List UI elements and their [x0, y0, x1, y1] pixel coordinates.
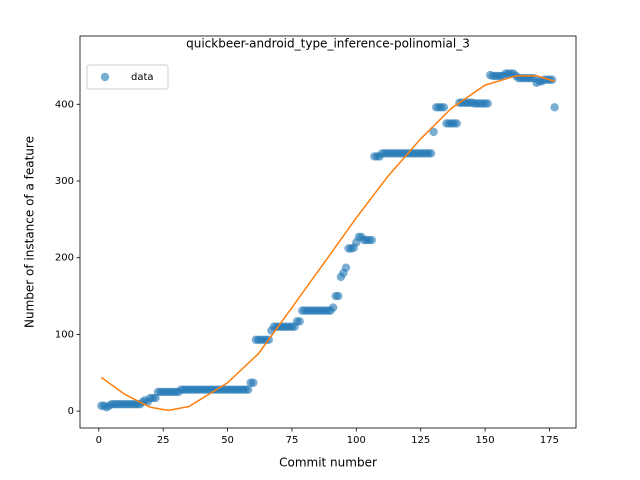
data-point — [439, 103, 449, 112]
legend-box — [86, 64, 169, 90]
data-point — [483, 99, 492, 108]
x-tick-label: 0 — [96, 435, 102, 446]
data-point — [550, 103, 559, 112]
legend: data — [86, 64, 169, 90]
y-tick-label: 100 — [55, 329, 74, 340]
legend-marker — [100, 72, 110, 82]
data-point — [249, 378, 258, 387]
y-tick-label: 200 — [55, 253, 74, 264]
x-tick-label: 75 — [286, 435, 299, 446]
data-point — [295, 317, 304, 326]
x-tick-label: 175 — [540, 435, 559, 446]
data-point — [334, 291, 343, 301]
y-tick-label: 400 — [55, 99, 74, 110]
x-axis-label: Commit number — [279, 456, 377, 470]
legend-label: data — [131, 72, 154, 83]
y-tick-label: 300 — [55, 176, 74, 187]
y-axis-label: Number of instance of a feature — [23, 136, 37, 328]
x-tick-label: 150 — [476, 435, 495, 446]
chart-title: quickbeer-android_type_inference-polinom… — [186, 37, 470, 51]
data-point — [367, 235, 376, 245]
data-point — [429, 127, 438, 137]
fit-line — [100, 75, 555, 412]
x-tick-label: 125 — [411, 435, 430, 446]
x-tick-label: 100 — [347, 435, 366, 446]
y-tick-label: 0 — [68, 406, 74, 417]
x-tick-label: 50 — [221, 435, 234, 446]
data-point — [452, 119, 461, 128]
plot-frame — [79, 35, 577, 429]
data-point — [341, 263, 351, 272]
data-point — [328, 303, 338, 312]
x-tick-label: 25 — [157, 435, 170, 446]
data-point — [243, 385, 253, 394]
data-point — [426, 149, 436, 158]
